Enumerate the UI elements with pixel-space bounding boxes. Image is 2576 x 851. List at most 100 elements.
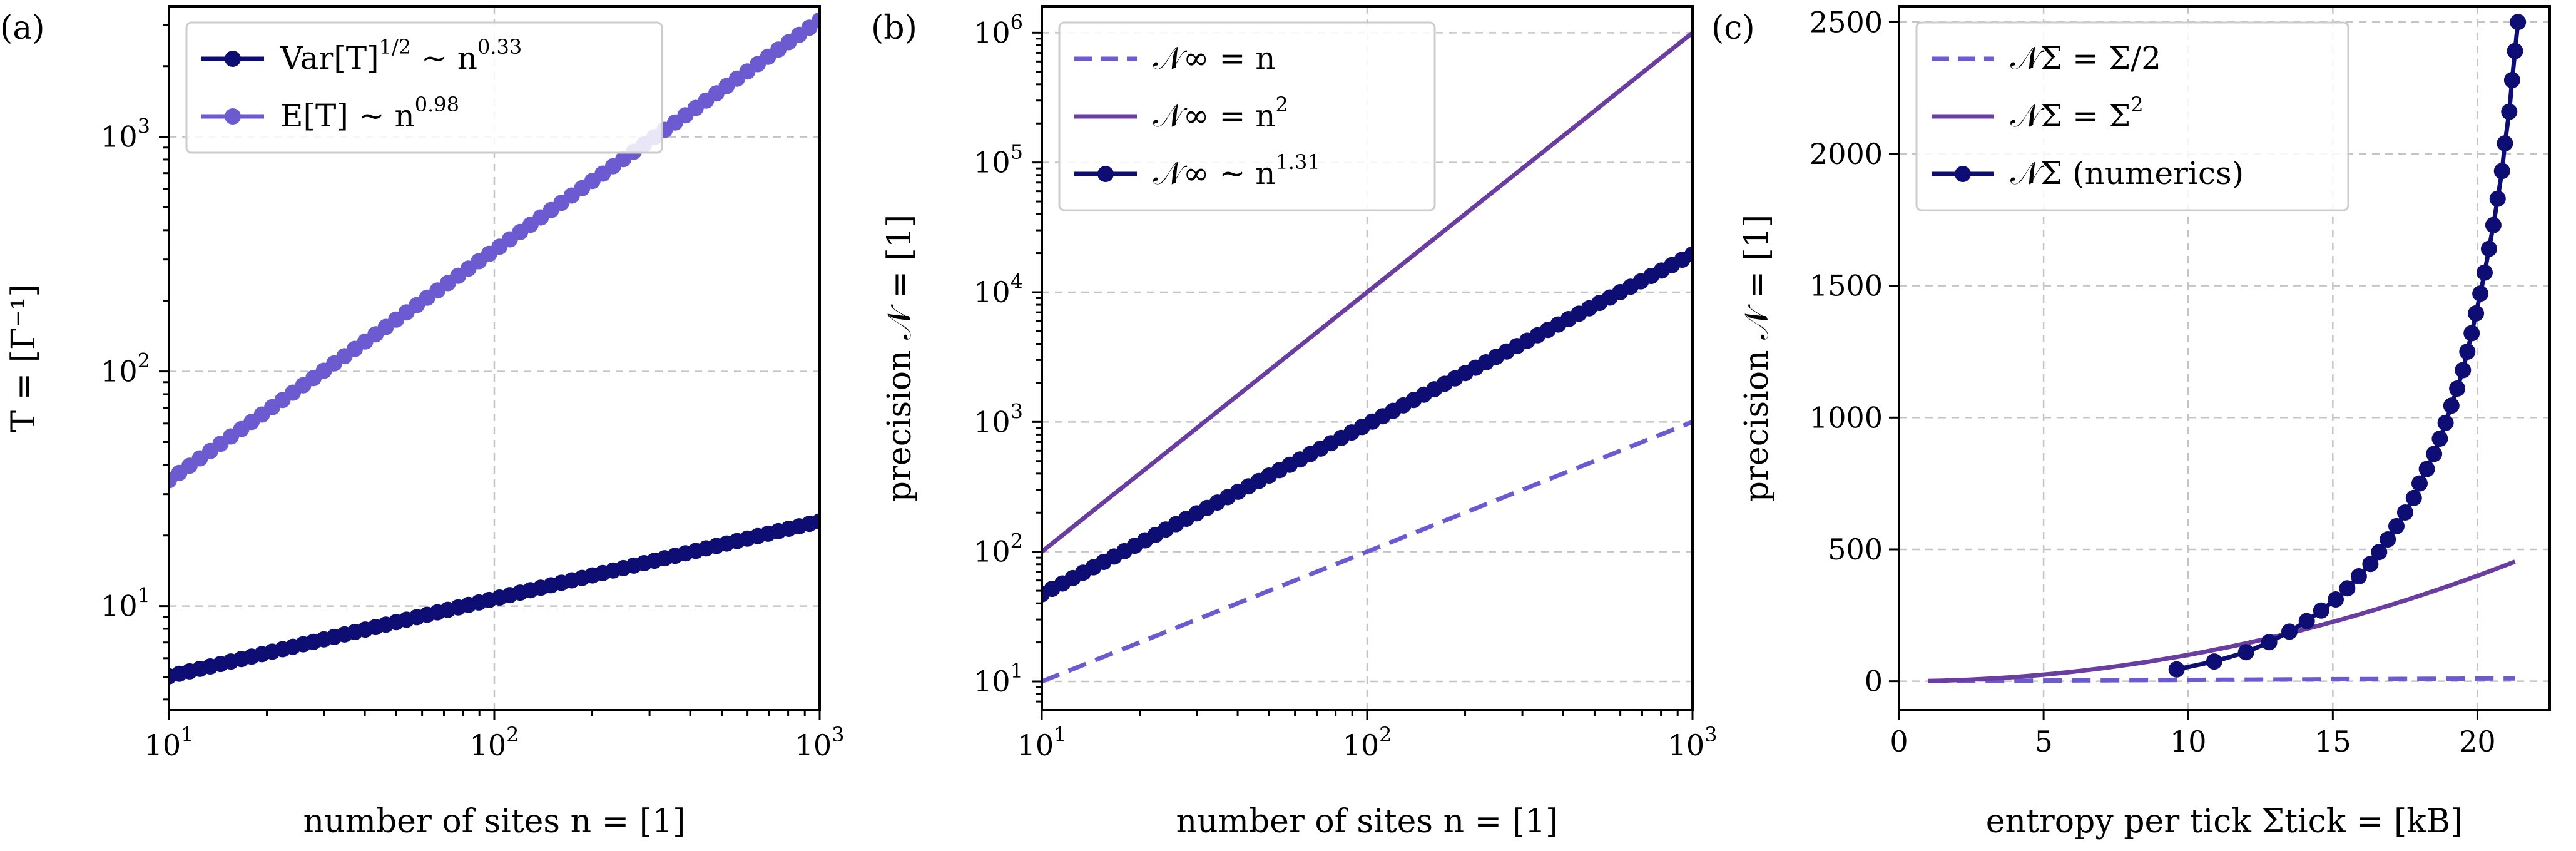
- x-tick-label: 102: [1343, 723, 1392, 762]
- legend-text: 𝒩Σ (numerics): [2010, 155, 2244, 191]
- legend-text: ~ n: [411, 40, 477, 76]
- axes-frame: [1041, 5, 1694, 711]
- tick-base: 10: [1668, 728, 1705, 762]
- data-point: [2477, 264, 2493, 281]
- data-point: [2405, 489, 2422, 506]
- legend-superscript: 0.98: [415, 93, 459, 116]
- x-tick-label: 15: [2314, 725, 2351, 758]
- data-point: [1684, 246, 1693, 263]
- data-point: [2472, 285, 2489, 302]
- data-point: [2493, 163, 2510, 180]
- data-point: [2237, 644, 2254, 661]
- data-point: [2468, 305, 2485, 322]
- data-point: [2168, 661, 2185, 678]
- y-tick-label: 104: [974, 270, 1023, 309]
- y-tick-label: 500: [1828, 533, 1883, 566]
- legend-label: 𝒩∞ ~ n1.31: [1153, 150, 1320, 191]
- y-tick-label: 2500: [1810, 5, 1883, 39]
- y-tick-label: 103: [101, 115, 150, 154]
- data-point: [2455, 362, 2472, 379]
- data-point: [2501, 103, 2518, 120]
- data-point: [2431, 431, 2448, 447]
- legend-text: 𝒩∞ = n: [1153, 40, 1275, 76]
- panel-label: (a): [0, 9, 45, 47]
- legend-marker: [1097, 166, 1114, 182]
- tick-exponent: 2: [138, 349, 150, 373]
- legend-text: 𝒩Σ = Σ: [2010, 98, 2131, 134]
- tick-exponent: 3: [832, 723, 844, 747]
- tick-base: 10: [1017, 728, 1054, 762]
- legend-label: 𝒩∞ = n2: [1153, 93, 1288, 134]
- plot-area: [169, 12, 820, 685]
- y-axis-label: precision 𝒩 = [1]: [881, 215, 919, 502]
- legend-superscript: 1.31: [1275, 150, 1320, 174]
- tick-exponent: 1: [181, 723, 193, 747]
- tick-exponent: 3: [138, 115, 150, 138]
- y-tick-label: 101: [974, 659, 1023, 698]
- data-point: [2480, 240, 2497, 257]
- y-tick-label: 1000: [1810, 400, 1883, 434]
- legend-label: 𝒩Σ = Σ2: [2010, 93, 2144, 134]
- data-point: [2503, 72, 2520, 88]
- legend-superscript: 2: [1275, 93, 1288, 116]
- tick-exponent: 4: [1011, 270, 1023, 293]
- y-tick-label: 1500: [1810, 269, 1883, 303]
- data-point: [2362, 556, 2379, 573]
- axes-frame: [168, 5, 821, 711]
- tick-exponent: 3: [1011, 399, 1023, 423]
- tick-base: 10: [795, 728, 832, 762]
- data-point: [2380, 531, 2396, 548]
- x-tick-label: 101: [1017, 723, 1067, 762]
- tick-base: 10: [101, 589, 138, 623]
- x-axis-label: entropy per tick Σtick = [kB]: [1986, 803, 2463, 840]
- legend-text: Var[T]: [280, 40, 379, 76]
- tick-base: 10: [974, 535, 1011, 569]
- data-point: [2437, 414, 2454, 431]
- tick-base: 10: [974, 405, 1011, 439]
- panel-c: 0 5 10 15 20 0 500 1000 1500 2000 2500 entropy per …: [1711, 5, 2551, 840]
- legend-marker: [225, 51, 241, 67]
- tick-base: 10: [101, 120, 138, 154]
- tick-base: 10: [1343, 728, 1380, 762]
- y-tick-label: 2000: [1810, 137, 1883, 171]
- legend-superscript: 1/2: [379, 35, 412, 59]
- data-point: [2507, 43, 2523, 59]
- tick-exponent: 3: [1704, 723, 1717, 747]
- data-point: [812, 12, 820, 29]
- tick-base: 10: [470, 728, 507, 762]
- x-axis-label: number of sites n = [1]: [303, 803, 686, 840]
- legend-box: [185, 21, 663, 154]
- data-point: [2418, 461, 2435, 477]
- legend-superscript: 0.33: [477, 35, 522, 59]
- y-tick-label: 105: [974, 140, 1023, 180]
- y-tick-label: 102: [101, 349, 150, 389]
- tick-exponent: 5: [1011, 140, 1023, 164]
- series-line-1: [1042, 31, 1693, 554]
- y-axis-label: T = [Γ⁻¹]: [5, 284, 43, 432]
- plot-area: [1042, 31, 1693, 684]
- x-tick-label: 20: [2459, 725, 2496, 758]
- panel-label: (b): [871, 9, 917, 47]
- tick-base: 10: [974, 665, 1011, 698]
- data-point: [2463, 325, 2480, 342]
- data-point: [812, 513, 820, 530]
- legend-marker: [225, 108, 241, 125]
- data-point: [2206, 653, 2222, 670]
- legend-text: 𝒩Σ = Σ/2: [2010, 40, 2161, 76]
- data-point: [2443, 397, 2460, 414]
- tick-exponent: 2: [1011, 529, 1023, 553]
- data-point: [2396, 504, 2413, 521]
- x-tick-label: 102: [470, 723, 519, 762]
- x-tick-label: 101: [145, 723, 194, 762]
- tick-base: 10: [101, 355, 138, 389]
- legend-text: 𝒩∞ = n: [1153, 98, 1275, 134]
- y-tick-label: 102: [974, 529, 1023, 569]
- data-point: [2426, 446, 2443, 462]
- y-axis-label: precision 𝒩 = [1]: [1738, 215, 1776, 502]
- y-tick-label: 0: [1865, 665, 1883, 698]
- tick-base: 10: [974, 146, 1011, 180]
- data-point: [2313, 602, 2329, 619]
